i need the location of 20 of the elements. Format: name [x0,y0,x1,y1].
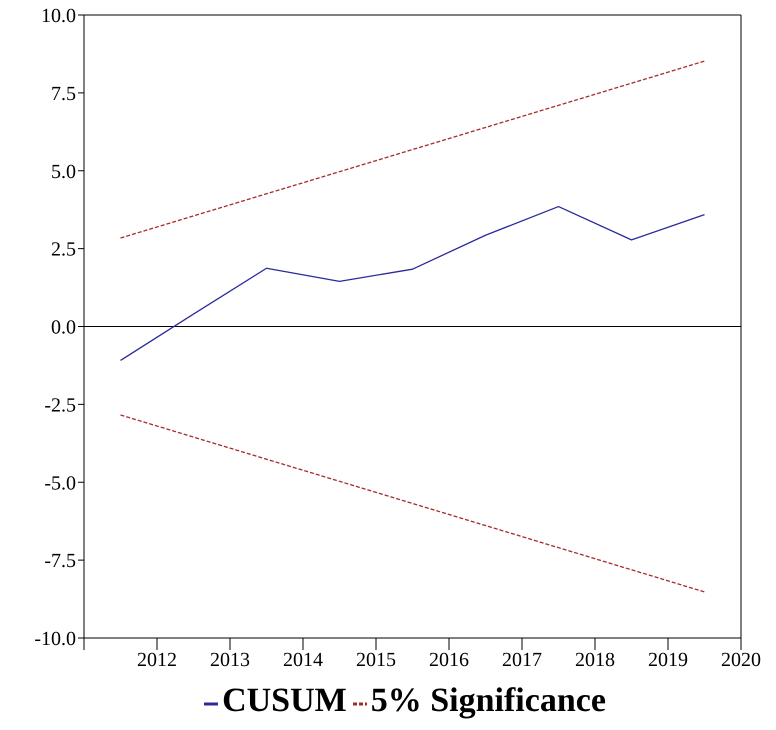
y-tick-label: -7.5 [44,550,76,572]
x-tick-label: 2013 [210,649,250,672]
legend-label: CUSUM [222,682,347,720]
y-tick-label: 5.0 [51,160,76,183]
x-tick-label: 2017 [502,649,542,672]
y-tick-label: -5.0 [44,472,76,494]
x-tick-label: 2012 [137,649,177,672]
y-tick-label: -10.0 [34,628,76,650]
y-tick-label: -2.5 [44,394,76,416]
x-tick-label: 2020 [721,649,761,672]
legend-label: 5% Significance [370,682,606,720]
y-tick-label: 0.0 [51,316,76,339]
y-tick-label: 2.5 [51,238,76,261]
x-tick-label: 2016 [429,649,469,672]
x-tick-label: 2015 [356,649,396,672]
y-tick-label: 10.0 [41,5,76,28]
x-tick-label: 2019 [648,649,688,672]
x-tick-label: 2018 [575,649,615,672]
y-tick-label: 7.5 [51,82,76,105]
x-tick-label: 2014 [283,649,323,672]
